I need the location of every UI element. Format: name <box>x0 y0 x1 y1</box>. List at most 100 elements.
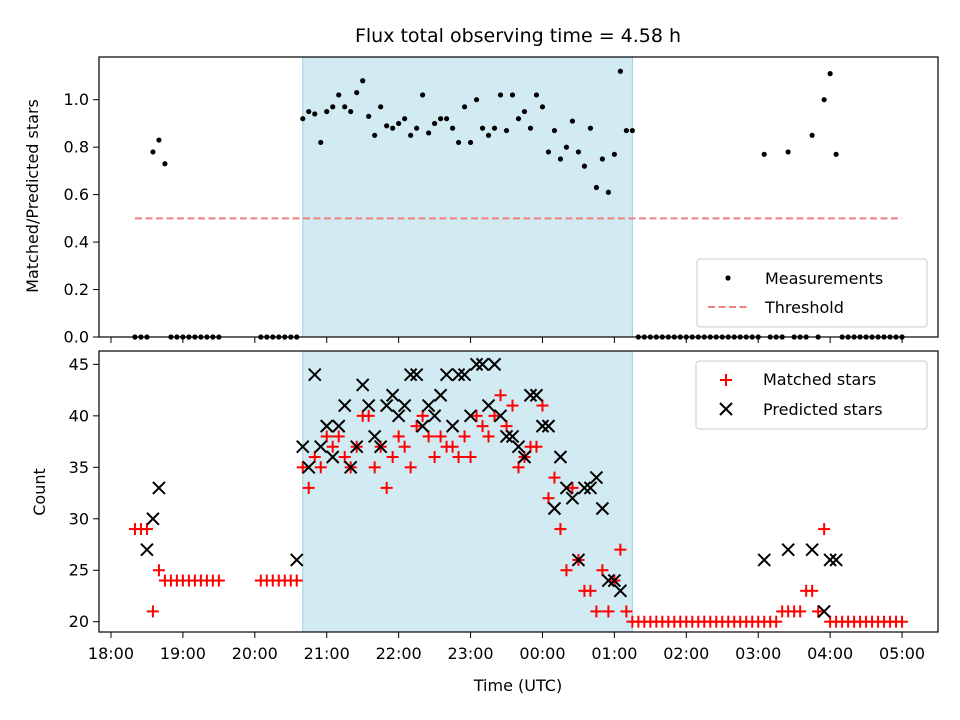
bottom-legend: Matched stars Predicted stars <box>695 360 928 430</box>
matched-point <box>494 389 507 402</box>
measurement-point <box>503 127 510 134</box>
matched-point <box>290 574 303 587</box>
predicted-point <box>583 481 598 495</box>
measurement-point <box>551 127 558 134</box>
matched-point <box>410 420 423 433</box>
predicted-point <box>349 440 364 454</box>
predicted-point <box>535 419 550 433</box>
measurement-point <box>348 108 354 115</box>
measurement-point <box>491 125 498 131</box>
predicted-point <box>577 481 592 495</box>
matched-point <box>488 409 501 422</box>
predicted-point-b <box>571 553 586 567</box>
measurement-point <box>378 104 384 110</box>
predicted-point <box>314 440 328 454</box>
measurement-point <box>455 139 462 146</box>
y-tick-label: 25 <box>69 561 89 580</box>
bottom-y-axis-label: Count <box>30 468 49 516</box>
predicted-point-b <box>140 542 154 557</box>
matched-point <box>368 461 381 474</box>
matched-point <box>512 461 525 474</box>
legend-threshold-label: Threshold <box>764 298 844 317</box>
x-tick-label: 20:00 <box>232 644 278 663</box>
bottom-y-ticks: 20 25 30 35 40 45 <box>69 355 99 631</box>
measurement-point <box>300 116 306 122</box>
predicted-point-b <box>152 481 166 495</box>
measurement-point <box>306 108 312 115</box>
predicted-point-b <box>595 501 610 516</box>
predicted-point <box>152 481 166 495</box>
predicted-point <box>403 367 418 382</box>
predicted-point-b <box>469 357 484 372</box>
y-tick-label: 0.0 <box>64 328 89 347</box>
measurement-point <box>318 139 324 146</box>
matched-point <box>554 523 567 536</box>
predicted-point-b <box>577 481 592 495</box>
matched-point <box>146 605 159 618</box>
measurement-point <box>414 125 420 131</box>
predicted-point-b <box>463 409 478 423</box>
predicted-point-b <box>805 542 819 557</box>
measurement-point <box>545 149 552 155</box>
predicted-point-b <box>481 398 496 413</box>
predicted-point <box>547 501 562 516</box>
measurement-point <box>827 71 833 77</box>
predicted-point <box>757 553 771 567</box>
matched-point <box>590 605 603 618</box>
bottom-legend-box <box>695 360 928 430</box>
predicted-point <box>373 440 388 454</box>
matched-point <box>338 451 351 464</box>
predicted-point <box>601 573 616 588</box>
predicted-point <box>511 440 526 454</box>
y-tick-label: 0.4 <box>64 233 89 252</box>
legend-measurements-label: Measurements <box>765 269 883 288</box>
top-panel: 0.0 0.2 0.4 0.6 0.8 1.0 Matched/Predicted sta… <box>23 56 939 347</box>
matched-point <box>470 409 483 422</box>
y-tick-label: 45 <box>69 355 89 374</box>
matched-point <box>506 399 519 412</box>
predicted-point-b <box>559 481 574 495</box>
predicted-point <box>469 357 484 372</box>
x-tick-label: 04:00 <box>807 644 853 663</box>
predicted-point-b <box>421 398 436 413</box>
bottom-matched-points <box>128 389 909 628</box>
predicted-point-b <box>355 378 370 392</box>
matched-point <box>620 605 633 618</box>
measurement-point <box>785 149 791 155</box>
matched-point <box>398 440 411 453</box>
predicted-point <box>505 429 520 444</box>
predicted-point-b <box>415 419 430 433</box>
predicted-point <box>433 388 448 402</box>
x-tick-label: 18:00 <box>88 644 134 663</box>
matched-point <box>392 430 405 443</box>
predicted-point <box>409 367 424 382</box>
predicted-point <box>427 409 442 423</box>
top-x-ticks <box>110 337 903 343</box>
matched-point <box>794 605 807 618</box>
matched-point <box>380 481 393 494</box>
predicted-point-b <box>487 357 502 372</box>
predicted-point <box>565 491 580 505</box>
x-tick-label: 02:00 <box>663 644 709 663</box>
measurement-point <box>575 149 582 155</box>
measurement-point <box>408 132 414 138</box>
matched-point <box>464 451 477 464</box>
predicted-point-b <box>475 357 490 372</box>
y-tick-label: 20 <box>69 612 89 631</box>
predicted-point-b <box>547 501 562 516</box>
x-tick-label: 23:00 <box>448 644 494 663</box>
top-y-ticks: 0.0 0.2 0.4 0.6 0.8 1.0 <box>64 90 99 347</box>
predicted-point-b <box>517 450 532 464</box>
measurement-point <box>324 108 330 115</box>
predicted-point <box>421 398 436 413</box>
legend-predicted-label: Predicted stars <box>763 400 883 419</box>
predicted-point-b <box>607 573 622 588</box>
measurement-point <box>527 125 534 131</box>
predicted-point-b <box>565 491 580 505</box>
legend-measurements-marker <box>725 275 731 281</box>
predicted-point-b <box>373 440 388 454</box>
predicted-point <box>308 367 322 382</box>
predicted-point <box>559 481 574 495</box>
matched-point <box>332 430 345 443</box>
measurement-point <box>426 130 432 136</box>
